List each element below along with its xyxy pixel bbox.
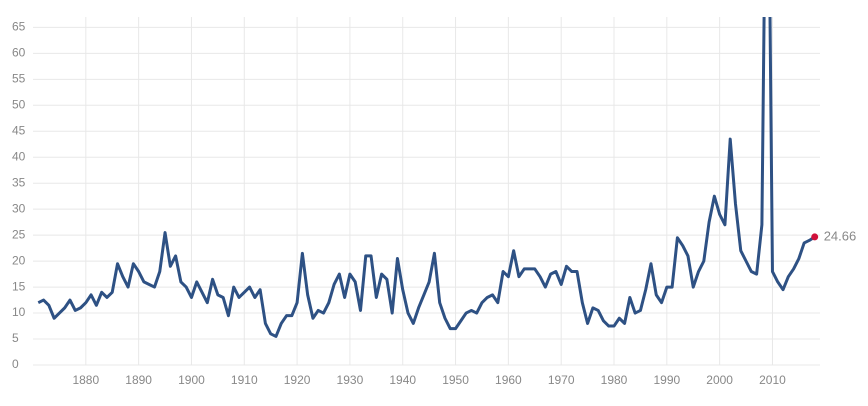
x-tick-label: 2010	[759, 373, 786, 387]
y-tick-label: 10	[12, 305, 26, 319]
x-tick-label: 1900	[178, 373, 205, 387]
line-layer	[37, 17, 816, 338]
x-tick-label: 1930	[337, 373, 364, 387]
y-tick-label: 65	[12, 20, 26, 34]
y-tick-label: 50	[12, 97, 26, 111]
y-tick-label: 0	[12, 357, 19, 371]
x-tick-label: 1880	[72, 373, 99, 387]
x-tick-label: 1970	[548, 373, 575, 387]
y-tick-label: 40	[12, 149, 26, 163]
y-tick-label: 30	[12, 201, 26, 215]
y-tick-label: 20	[12, 253, 26, 267]
grid-layer	[33, 17, 820, 366]
y-tick-label: 25	[12, 227, 26, 241]
x-tick-label: 1950	[442, 373, 469, 387]
y-tick-label: 45	[12, 123, 26, 137]
last-point	[811, 233, 819, 241]
x-tick-label: 1910	[231, 373, 258, 387]
x-tick-label: 1920	[284, 373, 311, 387]
y-tick-label: 55	[12, 72, 26, 86]
y-tick-label: 35	[12, 175, 26, 189]
x-tick-label: 1960	[495, 373, 522, 387]
line-series	[37, 17, 816, 338]
x-tick-label: 1990	[653, 373, 680, 387]
y-tick-label: 5	[12, 331, 19, 345]
x-tick-label: 1890	[125, 373, 152, 387]
label-layer: 0 5 10 15 20 25 30 35 40 45 50 55 60 65 1880 1890 1900 19…	[12, 20, 856, 388]
x-tick-label: 1940	[389, 373, 416, 387]
last-value-label: 24.66	[824, 228, 857, 243]
x-tick-label: 1980	[601, 373, 628, 387]
y-tick-label: 60	[12, 46, 26, 60]
y-tick-label: 15	[12, 279, 26, 293]
x-tick-label: 2000	[706, 373, 733, 387]
